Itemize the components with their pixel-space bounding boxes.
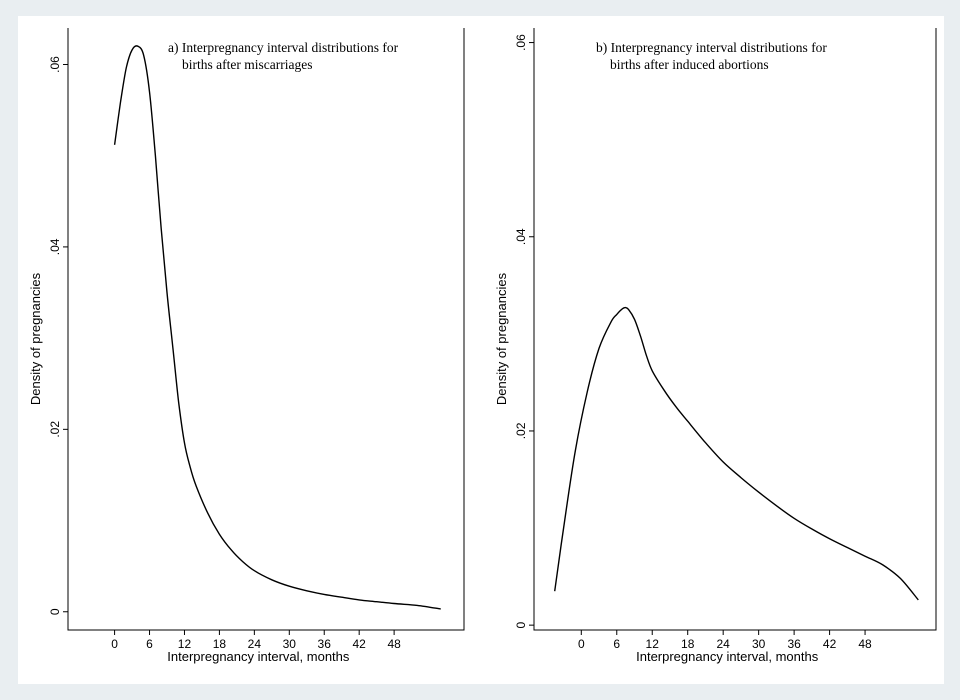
y-tick-label: .06 — [514, 34, 528, 51]
x-tick-label: 48 — [387, 637, 401, 651]
panel-b: 0 .02 .04 .06 0 6 12 18 24 30 36 42 48 Interpregnancy… — [494, 28, 937, 664]
panel-a: 0 .02 .04 .06 0 6 12 18 24 30 36 42 48 Interpregnancy… — [28, 28, 465, 664]
x-tick-label: 30 — [283, 637, 297, 651]
y-tick-label: .04 — [48, 238, 62, 255]
x-tick-label: 12 — [178, 637, 192, 651]
chart-canvas: 0 .02 .04 .06 0 6 12 18 24 30 36 42 48 Interpregnancy… — [28, 28, 937, 664]
chart-title-line: births after induced abortions — [610, 57, 769, 72]
y-tick-label: 0 — [514, 621, 528, 628]
x-tick-label: 0 — [111, 637, 118, 651]
y-axis-label: Density of pregnancies — [494, 272, 509, 405]
x-tick-label: 18 — [681, 637, 695, 651]
y-tick-label: .02 — [514, 422, 528, 439]
density-curve — [554, 306, 919, 601]
plot-region-border — [533, 28, 937, 631]
y-tick-label: 0 — [48, 608, 62, 615]
figure-frame: 0 .02 .04 .06 0 6 12 18 24 30 36 42 48 Interpregnancy… — [18, 16, 944, 684]
x-tick-label: 36 — [318, 637, 332, 651]
x-tick-label: 6 — [146, 637, 153, 651]
plot-region-border — [67, 28, 465, 631]
chart-title-line: births after miscarriages — [182, 57, 312, 72]
x-tick-label: 0 — [578, 637, 585, 651]
x-tick-label: 42 — [352, 637, 366, 651]
chart-title-line: a) Interpregnancy interval distributions… — [168, 40, 399, 55]
y-tick-label: .06 — [48, 56, 62, 73]
x-axis-label: Interpregnancy interval, months — [636, 649, 819, 664]
x-tick-label: 36 — [787, 637, 801, 651]
x-tick-label: 24 — [248, 637, 262, 651]
x-tick-label: 12 — [646, 637, 660, 651]
x-tick-label: 48 — [858, 637, 872, 651]
x-tick-label: 6 — [613, 637, 620, 651]
y-tick-label: .02 — [48, 421, 62, 438]
x-tick-label: 42 — [823, 637, 837, 651]
x-axis-label: Interpregnancy interval, months — [167, 649, 350, 664]
x-tick-label: 24 — [716, 637, 730, 651]
x-tick-label: 30 — [752, 637, 766, 651]
chart-title-line: b) Interpregnancy interval distributions… — [596, 40, 827, 55]
y-tick-label: .04 — [514, 228, 528, 245]
y-axis-label: Density of pregnancies — [28, 272, 43, 405]
density-curve — [113, 45, 441, 610]
x-tick-label: 18 — [213, 637, 227, 651]
